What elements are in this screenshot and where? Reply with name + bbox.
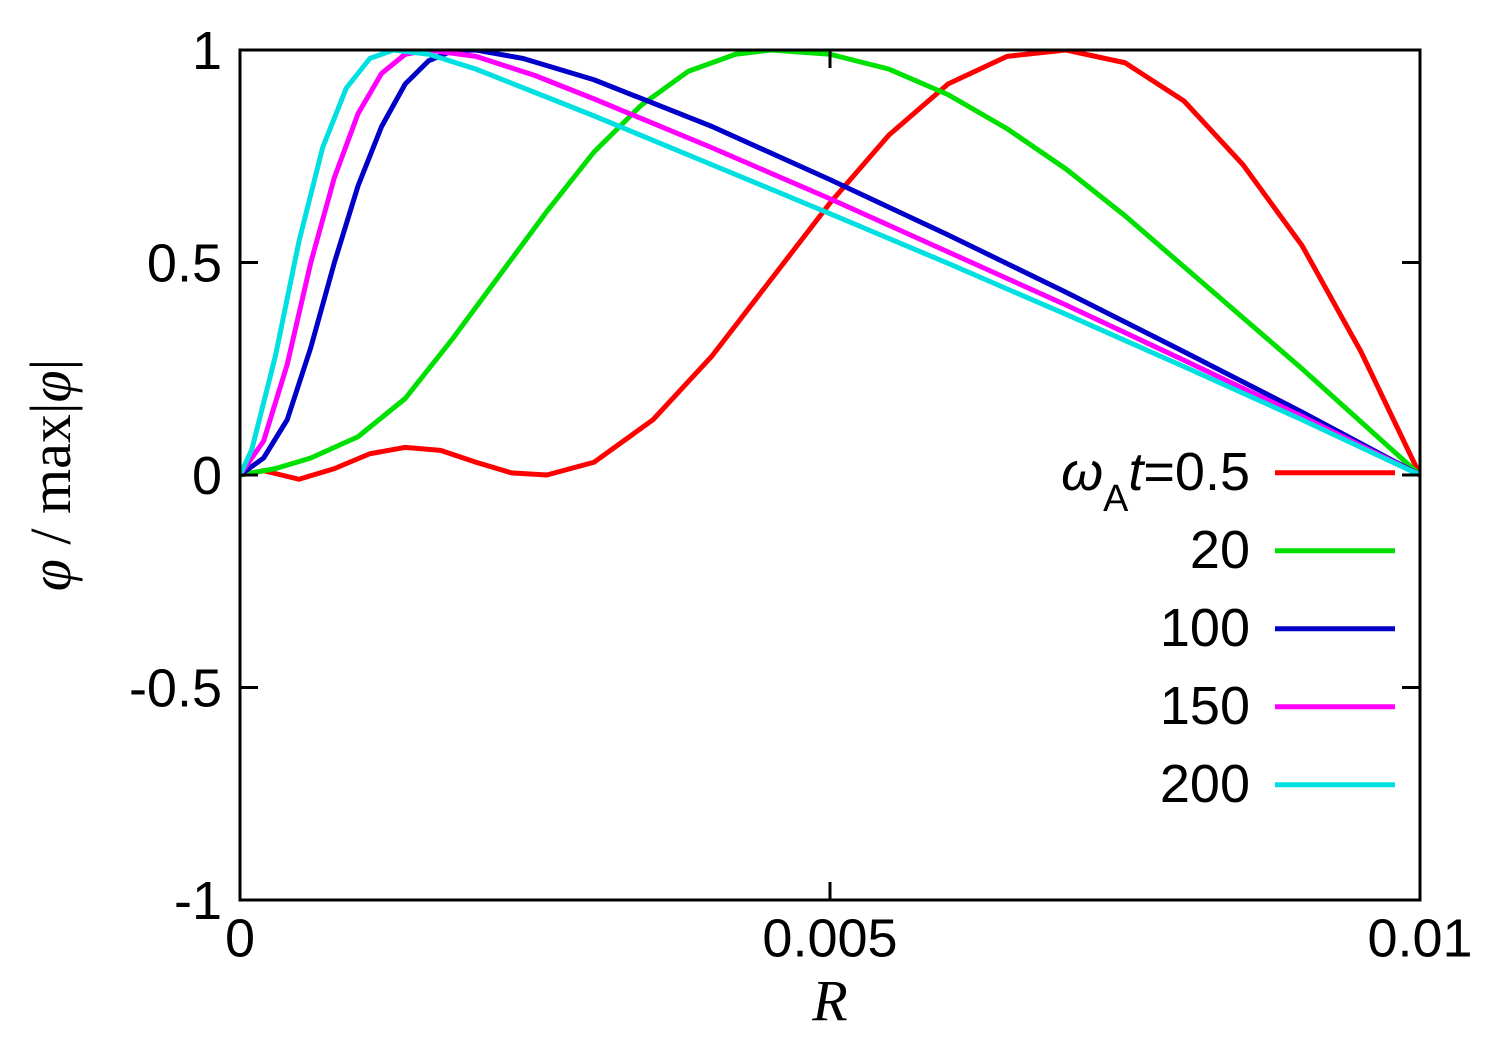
chart-container: 00.0050.01-1-0.500.51Rφ / max|φ|ωAt=0.52… bbox=[0, 0, 1500, 1050]
legend-label: 200 bbox=[1160, 754, 1250, 814]
legend-label: 20 bbox=[1190, 520, 1250, 580]
y-tick-label: 1 bbox=[192, 21, 222, 81]
x-axis-title: R bbox=[811, 969, 847, 1034]
x-tick-label: 0 bbox=[225, 909, 255, 969]
y-tick-label: 0.5 bbox=[147, 233, 222, 293]
y-tick-label: -0.5 bbox=[129, 658, 222, 718]
legend-label: 150 bbox=[1160, 676, 1250, 736]
legend-label: 100 bbox=[1160, 598, 1250, 658]
line-chart: 00.0050.01-1-0.500.51Rφ / max|φ|ωAt=0.52… bbox=[0, 0, 1500, 1050]
y-tick-label: 0 bbox=[192, 446, 222, 506]
x-tick-label: 0.005 bbox=[762, 909, 897, 969]
y-axis-title: φ / max|φ| bbox=[18, 359, 83, 591]
x-tick-label: 0.01 bbox=[1367, 909, 1472, 969]
y-tick-label: -1 bbox=[174, 871, 222, 931]
